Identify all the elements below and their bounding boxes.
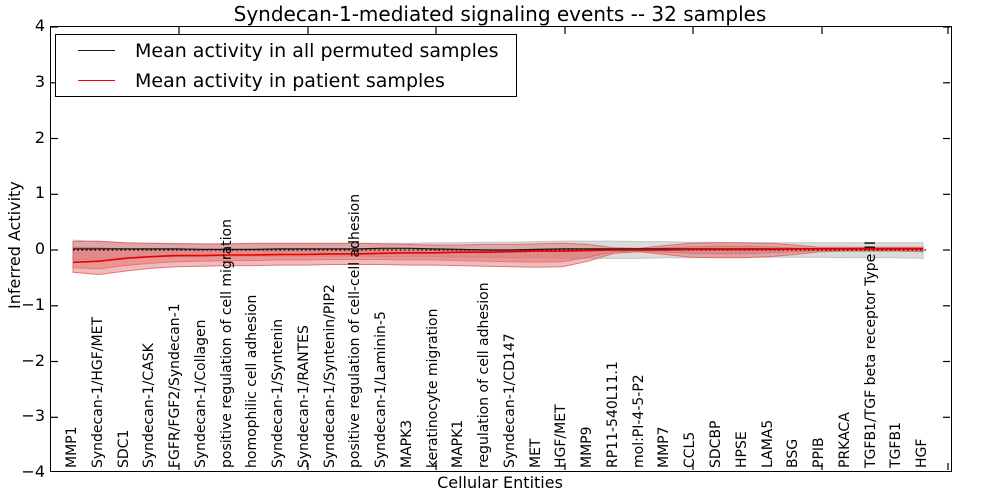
y-tick-label: 2 — [34, 127, 45, 147]
legend-line-swatch — [78, 80, 115, 81]
x-tick-label: Syndecan-1/RANTES — [295, 325, 312, 468]
x-tick-label: Syndecan-1/Syntenin — [270, 318, 287, 468]
x-tick-label: RP11-540L11.1 — [604, 361, 621, 468]
x-tick-label: HGF — [914, 438, 931, 468]
y-tick-label: −1 — [21, 294, 45, 314]
y-tick-label: 3 — [34, 71, 45, 91]
y-tick-label: −4 — [21, 462, 45, 481]
x-tick-label: BSG — [785, 438, 802, 468]
x-tick-label: HPSE — [733, 431, 750, 468]
x-tick-label: MAPK1 — [450, 419, 467, 468]
x-tick-label: HGF/MET — [553, 404, 570, 468]
x-tick-label: Syndecan-1/Collagen — [192, 319, 209, 468]
x-tick-label: PPIB — [811, 437, 828, 468]
x-tick-label: positive regulation of cell migration — [218, 219, 235, 468]
y-tick-label: 1 — [34, 183, 45, 203]
legend-entry: Mean activity in patient samples — [56, 69, 516, 93]
x-tick-label: Syndecan-1/CD147 — [501, 333, 518, 468]
y-tick-label: 0 — [34, 239, 45, 258]
y-tick-label: 4 — [34, 16, 45, 35]
x-tick-label: MET — [527, 438, 544, 468]
x-tick-label: MMP9 — [579, 426, 596, 468]
x-tick-label: TGFB1 — [888, 422, 905, 468]
x-tick-label: PRKACA — [836, 412, 853, 468]
x-tick-label: SDCBP — [708, 420, 724, 469]
x-tick-label: MMP7 — [656, 426, 673, 468]
x-tick-label: MAPK3 — [398, 419, 415, 468]
x-tick-label: FGFR/FGF2/Syndecan-1 — [167, 303, 184, 468]
y-tick-label: −2 — [21, 350, 45, 370]
x-tick-label: Syndecan-1/Laminin-5 — [373, 311, 390, 468]
x-tick-label: TGFB1/TGF beta receptor Type II — [862, 241, 879, 468]
patient-mean-line — [72, 248, 924, 264]
x-tick-label: SDC1 — [115, 429, 132, 468]
x-tick-label: mol:PI-4-5-P2 — [630, 374, 647, 468]
x-tick-label: Syndecan-1/HGF/MET — [89, 317, 106, 468]
legend-label: Mean activity in patient samples — [135, 69, 445, 92]
x-tick-label: homophilic cell adhesion — [244, 294, 261, 468]
x-tick-label: positive regulation of cell-cell adhesio… — [347, 193, 364, 468]
x-tick-label: MMP1 — [64, 426, 80, 468]
x-tick-label: keratinocyte migration — [424, 308, 441, 468]
legend-entry: Mean activity in all permuted samples — [56, 39, 516, 63]
x-tick-label: Syndecan-1/CASK — [141, 343, 158, 468]
patient-band-inner — [72, 245, 924, 270]
x-tick-label: Syndecan-1/Syntenin/PIP2 — [321, 284, 338, 468]
plot-area — [50, 26, 952, 472]
x-axis-label: Cellular Entities — [437, 473, 563, 492]
plot-svg — [51, 27, 950, 470]
x-tick-label: CCL5 — [682, 431, 699, 468]
x-tick-label: LAMA5 — [759, 419, 776, 468]
chart-title: Syndecan-1-mediated signaling events -- … — [233, 2, 767, 26]
x-tick-label: regulation of cell adhesion — [476, 282, 493, 468]
y-tick-label: −3 — [21, 406, 45, 426]
legend-label: Mean activity in all permuted samples — [135, 39, 499, 62]
legend-line-swatch — [78, 50, 115, 51]
legend: Mean activity in all permuted samples Mea… — [55, 34, 517, 97]
